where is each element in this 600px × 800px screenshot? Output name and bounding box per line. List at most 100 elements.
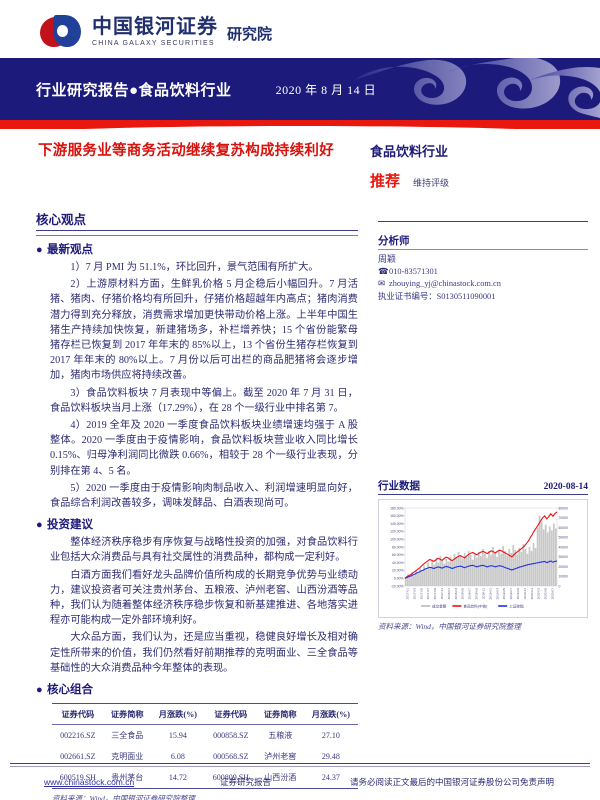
investment-body: 整体经济秩序稳步有序恢复与战略性投资的加强，对食品饮料行业包括大众消费品与具有社… <box>36 533 358 676</box>
svg-text:食品饮料(中信): 食品饮料(中信) <box>463 603 487 608</box>
analyst-phone: 010-83571301 <box>389 266 438 276</box>
svg-text:40000: 40000 <box>559 545 569 549</box>
galaxy-logo-icon <box>40 13 84 51</box>
col-header: 证券简称 <box>263 710 297 720</box>
svg-text:2019-05: 2019-05 <box>502 588 506 600</box>
report-banner: 行业研究报告●食品饮料行业 2020 年 8 月 14 日 <box>0 58 600 120</box>
analyst-cert: 执业证书编号：S0130511090001 <box>378 291 496 301</box>
svg-text:10000: 10000 <box>559 575 569 579</box>
col-header: 月涨跌(%) <box>311 710 350 720</box>
page-footer: www.chinastock.com.cn 证券研究报告 请务必阅读正文最后的中… <box>0 763 600 800</box>
sector-name: 食品饮料行业 <box>370 144 449 159</box>
page-title: 下游服务业等商务活动继续复苏构成持续利好 <box>38 143 334 159</box>
svg-text:2018-03: 2018-03 <box>454 588 458 600</box>
cell-change: 29.48 <box>321 752 340 762</box>
svg-text:70000: 70000 <box>559 516 569 520</box>
svg-text:2020-07: 2020-07 <box>551 588 555 600</box>
paragraph: 白酒方面我们看好龙头品牌价值所构成的长期竞争优势与业绩动力，建议投资者可关注贵州… <box>50 569 358 627</box>
col-header: 月涨跌(%) <box>158 710 197 720</box>
svg-text:30000: 30000 <box>559 555 569 559</box>
paragraph: 4）2019 全年及 2020 一季度食品饮料板块业绩增速均强于 A 股整体。2… <box>50 420 358 477</box>
portfolio-source: 资料来源：Wind，中国银河证券研究院整理 <box>52 794 195 800</box>
bullet-icon: ● <box>36 244 43 256</box>
svg-text:2017-01: 2017-01 <box>406 588 410 600</box>
core-view-heading: 核心观点 <box>36 213 87 227</box>
cell-change: 24.37 <box>321 773 340 783</box>
cell-code: 600519.SH <box>59 773 96 783</box>
section-latest-view: ● 最新观点 <box>36 243 358 258</box>
industry-data-title: 行业数据 <box>378 480 420 492</box>
cloud-pattern-icon <box>354 58 600 118</box>
section-core-portfolio: ● 核心组合 <box>36 683 358 698</box>
cell-name: 五粮液 <box>268 731 293 741</box>
cell-code: 002216.SZ <box>60 731 96 741</box>
svg-text:成交金额: 成交金额 <box>432 603 447 608</box>
svg-text:50000: 50000 <box>559 536 569 540</box>
analyst-email-row: ✉ zhouying_yj@chinastock.com.cn <box>378 278 588 291</box>
cell-name: 泸州老窖 <box>264 752 297 762</box>
svg-text:2020-05: 2020-05 <box>544 588 548 600</box>
svg-text:2019-09: 2019-09 <box>516 588 520 600</box>
paragraph: 2）上游原材料方面，生鲜乳价格 5 月企稳后小幅回升。7 月活猪、猪肉、仔猪价格… <box>50 279 358 382</box>
footer-website-link[interactable]: www.chinastock.com.cn <box>44 777 135 787</box>
latest-view-body: 1）7 月 PMI 为 51.1%，环比回升，景气范围有所扩大。 2）上游原材料… <box>36 258 358 511</box>
svg-text:60000: 60000 <box>559 526 569 530</box>
svg-text:2017-09: 2017-09 <box>433 588 437 600</box>
portfolio-table-wrap: 证券代码 证券简称 月涨跌(%) 证券代码 证券简称 月涨跌(%) 002216… <box>36 703 358 789</box>
svg-text:80.00%: 80.00% <box>392 545 404 549</box>
cell-name: 克明面业 <box>111 752 144 762</box>
industry-data-date: 2020-08-14 <box>543 482 588 492</box>
svg-text:160.00%: 160.00% <box>390 514 403 518</box>
core-view-rule-thin <box>36 235 358 236</box>
svg-text:2018-07: 2018-07 <box>468 588 472 600</box>
cell-name: 山西汾酒 <box>264 773 297 783</box>
banner-title: 行业研究报告●食品饮料行业 <box>36 81 232 99</box>
footer-middle-label: 证券研究报告 <box>220 777 272 787</box>
col-header: 证券代码 <box>214 710 248 720</box>
svg-text:20.00%: 20.00% <box>392 569 404 573</box>
svg-text:100.00%: 100.00% <box>390 538 403 542</box>
brand-name-cn: 中国银河证券 <box>92 16 218 38</box>
banner-date: 2020 年 8 月 14 日 <box>275 82 377 97</box>
cell-change: 27.10 <box>321 731 340 741</box>
paragraph: 整体经济秩序稳步有序恢复与战略性投资的加强，对食品饮料行业包括大众消费品与具有社… <box>50 537 358 564</box>
brand-header: 中国银河证券 CHINA GALAXY SECURITIES 研究院 <box>0 0 600 58</box>
analyst-top-rule <box>378 221 588 222</box>
paragraph: 大众品方面，我们认为，还是应当重视，稳健良好增长及相对确定性所带来的价值，我们仍… <box>50 632 358 674</box>
section-investment-advice: ● 投资建议 <box>36 518 358 533</box>
cell-change: 14.72 <box>168 773 187 783</box>
bullet-icon: ● <box>36 519 43 532</box>
svg-text:140.00%: 140.00% <box>390 522 403 526</box>
svg-text:2018-09: 2018-09 <box>475 588 479 600</box>
table-row: 600519.SH 贵州茅台 14.72 600809.SH 山西汾酒 24.3… <box>52 767 358 789</box>
svg-text:0.00%: 0.00% <box>394 577 404 581</box>
svg-text:80000: 80000 <box>559 506 569 510</box>
main-content: 核心观点 ● 最新观点 1）7 月 PMI 为 51.1%，环比回升，景气范围有… <box>0 191 372 800</box>
body-columns: 核心观点 ● 最新观点 1）7 月 PMI 为 51.1%，环比回升，景气范围有… <box>0 191 600 800</box>
paragraph: 5）2020 一季度由于疫情影响肉制品收入、利润增速明显向好，食品综合利润改善较… <box>50 482 358 510</box>
analyst-rule <box>378 249 588 250</box>
svg-text:120.00%: 120.00% <box>390 530 403 534</box>
svg-text:2019-11: 2019-11 <box>523 588 527 599</box>
svg-text:2017-07: 2017-07 <box>426 588 430 600</box>
svg-text:20000: 20000 <box>559 565 569 569</box>
portfolio-label: 核心组合 <box>47 684 93 697</box>
cell-code: 600809.SH <box>212 773 249 783</box>
table-row: 002216.SZ 三全食品 15.94 000858.SZ 五粮液 27.10 <box>52 725 358 747</box>
svg-text:180.00%: 180.00% <box>390 506 403 510</box>
svg-text:上证综指: 上证综指 <box>509 603 524 608</box>
svg-text:2018-01: 2018-01 <box>447 588 451 600</box>
svg-text:2019-03: 2019-03 <box>495 588 499 600</box>
svg-text:2018-11: 2018-11 <box>482 588 486 599</box>
analyst-phone-row: ☎010-83571301 <box>378 266 588 279</box>
col-header: 证券简称 <box>110 710 144 720</box>
svg-text:2017-11: 2017-11 <box>440 588 444 599</box>
industry-data-rule <box>378 494 588 495</box>
cell-code: 000858.SZ <box>213 731 249 741</box>
analyst-email[interactable]: zhouying_yj@chinastock.com.cn <box>389 279 501 288</box>
svg-text:60.00%: 60.00% <box>392 553 404 557</box>
svg-text:2017-05: 2017-05 <box>419 588 423 600</box>
chart-source: 资料来源：Wind，中国银河证券研究院整理 <box>378 622 521 631</box>
footer-disclaimer: 请务必阅读正文最后的中国银河证券股份公司免责声明 <box>350 777 555 787</box>
